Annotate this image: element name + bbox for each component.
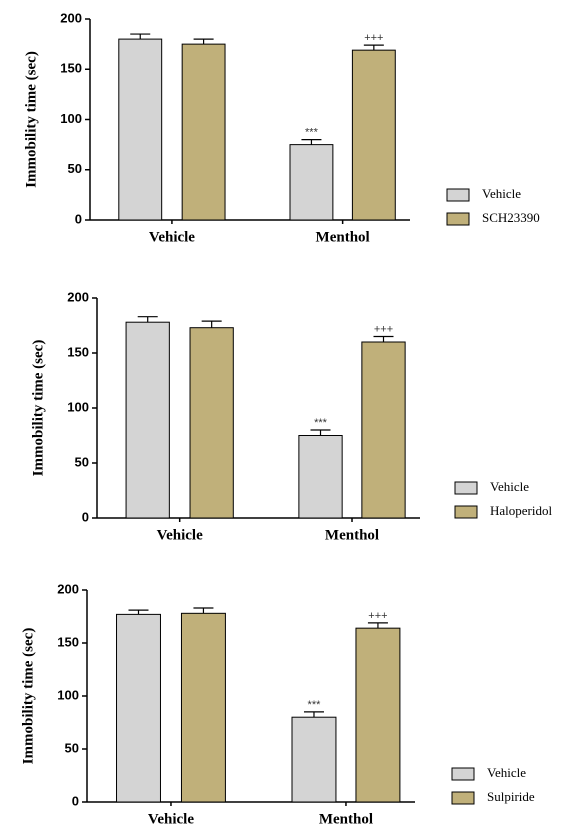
y-tick-label: 0: [72, 793, 79, 808]
bar: [351, 49, 396, 221]
significance-label: ***: [314, 417, 328, 429]
y-axis-label: Immobility time (sec): [20, 628, 36, 765]
x-tick-label: Vehicle: [148, 811, 194, 827]
bar: [125, 321, 170, 519]
legend-label: Vehicle: [490, 479, 529, 494]
x-tick-label: Menthol: [319, 811, 373, 827]
bar: [355, 627, 401, 803]
bar: [291, 716, 337, 803]
y-tick-label: 50: [68, 161, 82, 176]
legend-swatch: [451, 767, 475, 781]
significance-label: ***: [308, 699, 322, 711]
x-tick-label: Menthol: [316, 229, 370, 245]
bar: [361, 341, 406, 519]
bar: [181, 43, 226, 221]
x-tick-label: Vehicle: [157, 527, 203, 543]
y-tick-label: 150: [60, 61, 82, 76]
y-tick-label: 200: [60, 10, 82, 25]
x-tick-label: Vehicle: [149, 229, 195, 245]
y-tick-label: 150: [57, 634, 79, 649]
significance-label: +++: [374, 323, 393, 335]
legend-label: Sulpiride: [487, 789, 535, 804]
y-tick-label: 50: [65, 740, 79, 755]
legend-swatch: [454, 505, 478, 519]
y-tick-label: 100: [67, 399, 89, 414]
legend-label: Haloperidol: [490, 503, 552, 518]
significance-label: +++: [368, 610, 387, 622]
y-axis-label: Immobility time (sec): [30, 340, 46, 477]
y-tick-label: 200: [67, 289, 89, 304]
legend-label: Vehicle: [487, 765, 526, 780]
bar: [289, 144, 334, 221]
legend-label: Vehicle: [482, 186, 521, 201]
bar: [116, 613, 161, 803]
legend-swatch: [446, 188, 470, 202]
y-tick-label: 50: [75, 454, 89, 469]
bar: [118, 38, 163, 221]
legend-swatch: [454, 481, 478, 495]
y-tick-label: 200: [57, 581, 79, 596]
significance-label: ***: [305, 127, 319, 139]
significance-label: +++: [364, 32, 383, 44]
legend-label: SCH23390: [482, 210, 540, 225]
y-tick-label: 150: [67, 344, 89, 359]
legend-swatch: [451, 791, 475, 805]
y-tick-label: 0: [82, 509, 89, 524]
y-tick-label: 100: [60, 111, 82, 126]
x-tick-label: Menthol: [325, 527, 379, 543]
bar: [298, 435, 343, 519]
y-tick-label: 100: [57, 687, 79, 702]
bar: [189, 327, 234, 519]
y-axis-label: Immobility time (sec): [23, 51, 39, 188]
y-tick-label: 0: [75, 211, 82, 226]
legend-swatch: [446, 212, 470, 226]
bar: [180, 612, 226, 803]
